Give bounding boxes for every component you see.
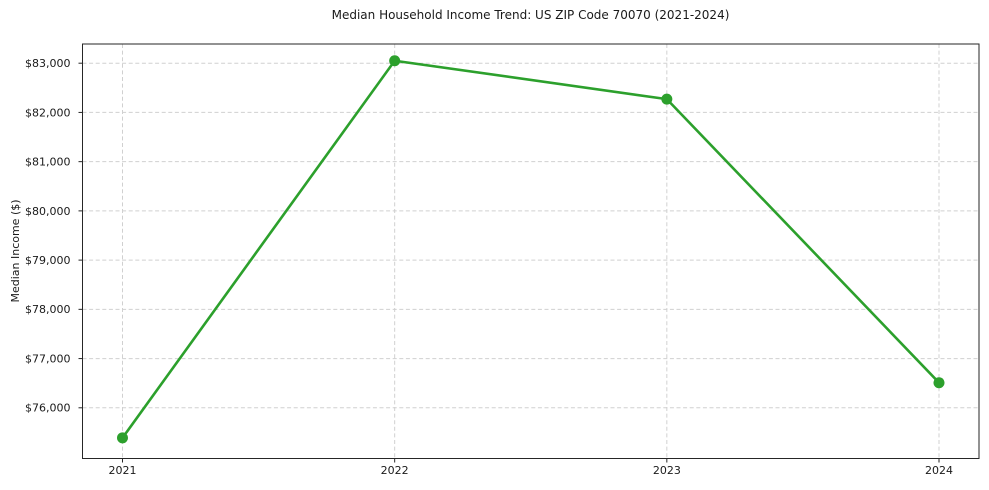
y-tick-label: $82,000 [25,106,71,119]
plot-border [82,43,980,459]
y-tick-label: $83,000 [25,57,71,70]
y-tick-label: $76,000 [25,402,71,415]
y-tick-label: $79,000 [25,254,71,267]
y-tick-label: $78,000 [25,303,71,316]
y-tick-label: $80,000 [25,205,71,218]
data-point-2023 [661,93,673,105]
y-tick-label: $77,000 [25,352,71,365]
x-tick-label: 2022 [381,464,409,477]
data-point-2021 [117,432,129,444]
trend-line [121,59,941,440]
x-tick-label: 2021 [109,464,137,477]
data-point-2022 [389,55,401,67]
data-point-2024 [933,377,945,389]
chart-title: Median Household Income Trend: US ZIP Co… [331,8,730,22]
x-tick-label: 2024 [925,464,953,477]
x-tick-label: 2023 [653,464,681,477]
y-tick-label: $81,000 [25,156,71,169]
